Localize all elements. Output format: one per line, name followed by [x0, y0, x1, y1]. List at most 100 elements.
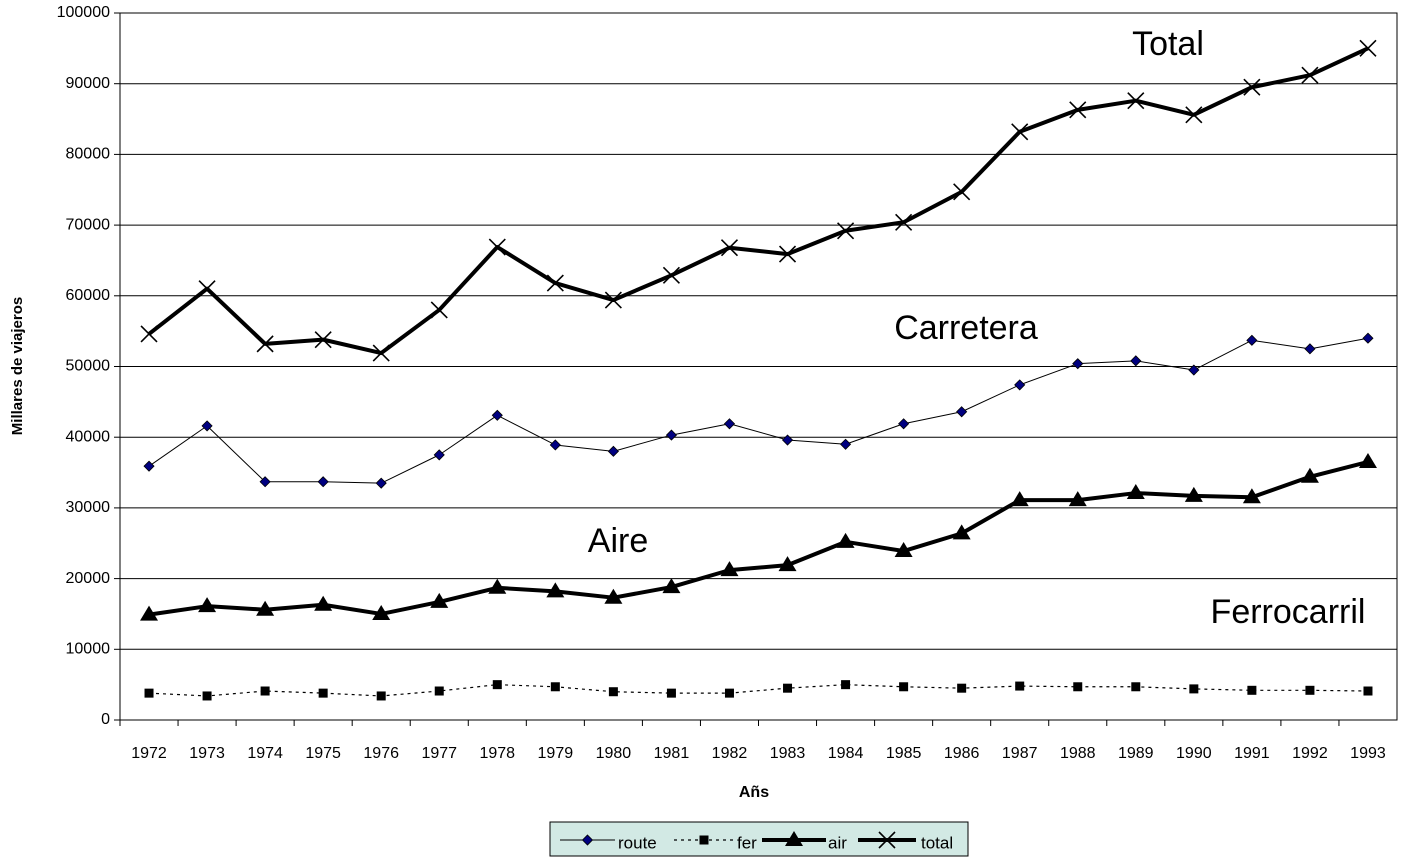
y-tick-label: 100000 — [57, 4, 110, 21]
marker — [202, 691, 212, 701]
x-tick-label: 1982 — [712, 745, 748, 762]
marker — [723, 418, 736, 430]
marker — [1358, 452, 1377, 468]
marker — [1184, 486, 1203, 502]
marker — [144, 688, 154, 698]
marker — [662, 266, 680, 284]
marker — [1305, 685, 1315, 695]
marker — [1188, 364, 1200, 376]
y-tick-label: 60000 — [66, 287, 111, 304]
marker — [492, 680, 502, 690]
y-tick-label: 0 — [101, 711, 110, 728]
y-tick-label: 80000 — [66, 146, 111, 163]
series-line — [148, 337, 1369, 484]
marker — [433, 449, 445, 461]
marker — [314, 331, 332, 349]
marker — [1069, 101, 1087, 119]
x-tick-label: 1986 — [944, 745, 980, 762]
marker — [372, 604, 391, 620]
x-tick-label: 1993 — [1350, 745, 1386, 762]
marker — [143, 460, 155, 472]
marker — [375, 477, 387, 489]
x-tick-label: 1978 — [479, 745, 515, 762]
marker — [878, 831, 896, 849]
marker — [783, 683, 793, 693]
series-line — [148, 684, 1368, 697]
marker — [430, 301, 448, 319]
series-line — [148, 460, 1369, 617]
marker — [1131, 682, 1141, 692]
marker — [140, 325, 158, 343]
marker — [581, 834, 594, 846]
marker — [1246, 334, 1258, 346]
marker — [957, 683, 967, 693]
marker — [1014, 379, 1026, 391]
x-tick-label: 1974 — [247, 745, 283, 762]
y-tick-label: 10000 — [66, 641, 111, 658]
x-tick-label: 1983 — [770, 745, 806, 762]
marker — [724, 688, 734, 698]
x-tick-label: 1989 — [1118, 745, 1154, 762]
marker — [1068, 491, 1087, 507]
marker — [140, 605, 159, 621]
marker — [1130, 355, 1142, 367]
marker — [1073, 682, 1083, 692]
marker — [317, 476, 329, 488]
marker — [256, 335, 274, 353]
marker — [1010, 491, 1029, 507]
marker — [314, 595, 333, 611]
marker — [1242, 488, 1261, 504]
marker — [1359, 39, 1377, 57]
marker — [720, 239, 739, 257]
marker — [837, 222, 855, 240]
marker — [430, 592, 449, 608]
x-tick-label: 1972 — [131, 745, 167, 762]
marker — [956, 406, 968, 418]
legend-label: fer — [737, 833, 757, 852]
marker — [1126, 484, 1145, 500]
marker — [781, 434, 794, 446]
marker — [1015, 681, 1025, 691]
marker — [841, 680, 851, 690]
annotation: Ferrocarril — [1211, 593, 1366, 631]
marker — [840, 438, 852, 450]
x-tick-label: 1991 — [1234, 745, 1270, 762]
marker — [491, 409, 503, 421]
marker — [198, 597, 217, 613]
marker — [1185, 106, 1203, 124]
marker — [546, 274, 564, 292]
marker — [953, 183, 971, 201]
x-tick-label: 1979 — [538, 745, 574, 762]
marker — [899, 682, 909, 692]
legend-label: air — [828, 833, 847, 852]
y-axis-title: Millares de viajeros — [9, 297, 26, 435]
marker — [1011, 123, 1029, 141]
marker — [201, 420, 213, 432]
marker — [1363, 686, 1373, 696]
y-tick-label: 40000 — [66, 428, 111, 445]
annotation: Total — [1132, 25, 1204, 63]
x-tick-label: 1984 — [828, 745, 864, 762]
marker — [836, 532, 855, 548]
marker — [259, 476, 271, 488]
marker — [546, 582, 565, 598]
marker — [256, 600, 275, 616]
marker — [666, 688, 676, 698]
marker — [549, 439, 561, 451]
legend-label: total — [921, 833, 953, 852]
marker — [1247, 685, 1257, 695]
marker — [1072, 358, 1084, 370]
y-tick-label: 70000 — [66, 216, 111, 233]
marker — [952, 524, 971, 540]
marker — [198, 280, 216, 298]
marker — [318, 688, 328, 698]
y-tick-label: 20000 — [66, 570, 111, 587]
legend-label: route — [618, 833, 657, 852]
marker — [488, 238, 506, 256]
marker — [1362, 332, 1374, 344]
x-tick-label: 1980 — [596, 745, 632, 762]
x-tick-label: 1973 — [189, 745, 225, 762]
x-tick-label: 1988 — [1060, 745, 1096, 762]
marker — [488, 578, 507, 594]
marker — [1127, 92, 1145, 110]
